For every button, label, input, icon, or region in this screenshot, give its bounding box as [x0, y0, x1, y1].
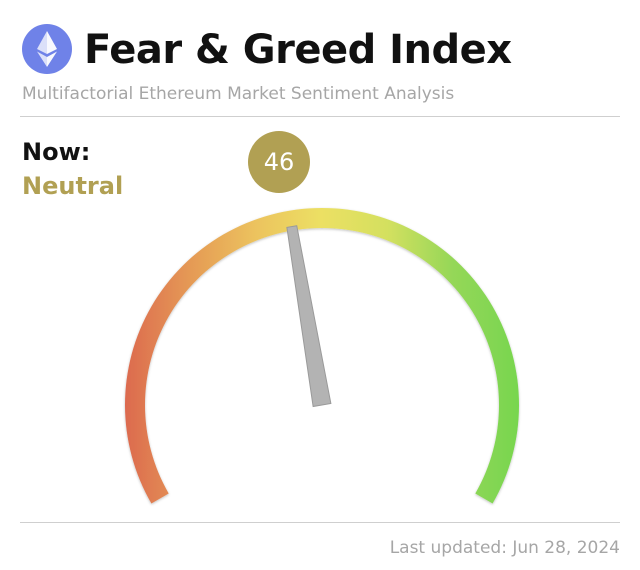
- footer-divider: [20, 522, 620, 523]
- page-subtitle: Multifactorial Ethereum Market Sentiment…: [22, 84, 455, 104]
- ethereum-icon: [22, 24, 72, 74]
- sentiment-classification: Neutral: [22, 172, 124, 200]
- last-updated: Last updated: Jun 28, 2024: [389, 538, 620, 558]
- gauge-needle: [286, 225, 332, 408]
- now-label: Now:: [22, 138, 91, 166]
- page-title: Fear & Greed Index: [84, 27, 512, 73]
- index-value-badge: 46: [248, 131, 310, 193]
- header-divider: [20, 116, 620, 117]
